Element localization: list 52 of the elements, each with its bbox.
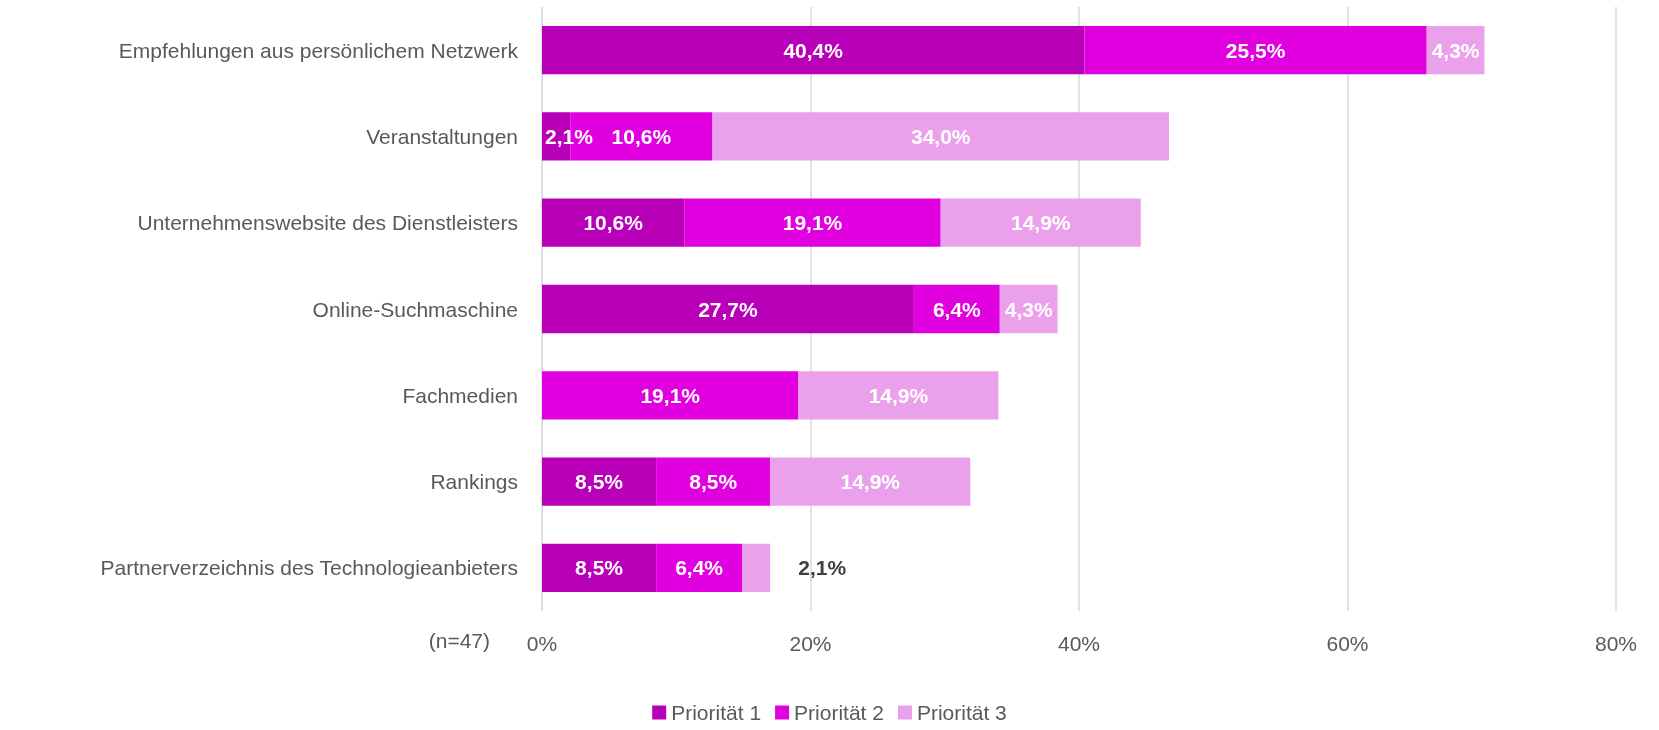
y-tick-label: Veranstaltungen [366, 124, 518, 148]
bar [770, 457, 971, 506]
data-label: 27,7% [698, 297, 759, 321]
bar [684, 198, 941, 247]
bar [798, 371, 999, 420]
data-label: 14,9% [1010, 211, 1071, 235]
x-tick-label: 80% [1594, 632, 1638, 655]
data-label: 2,1% [545, 124, 594, 148]
text: (n=47) [428, 629, 490, 652]
data-label: 34,0% [910, 124, 971, 148]
y-tick-label: Empfehlungen aus persönlichem Netzwerk [118, 38, 519, 62]
x-tick-label: 60% [1326, 632, 1369, 655]
data-label: 6,4% [675, 556, 724, 580]
data-label: 8,5% [575, 556, 624, 580]
data-label: 6,4% [932, 297, 982, 321]
bar [656, 543, 743, 593]
data-label: 25,5% [1225, 38, 1286, 62]
bar [656, 457, 771, 506]
x-tick-label: 40% [1057, 632, 1101, 655]
bar [542, 543, 657, 593]
data-label: 10,6% [583, 211, 644, 235]
data-label: 14,9% [868, 383, 929, 407]
bar [542, 284, 914, 334]
data-label: 40,4% [783, 38, 844, 62]
y-tick-label: Rankings [430, 470, 518, 494]
data-label: 8,5% [575, 470, 624, 494]
data-label: 19,1% [782, 211, 843, 235]
legend-label: Priorität 3 [916, 701, 1007, 724]
x-tick-label: 20% [789, 632, 832, 655]
bar [712, 112, 1169, 161]
bar [940, 198, 1141, 247]
legend-label: Priorität 2 [794, 701, 884, 724]
data-label: 14,9% [840, 470, 901, 494]
data-label: 2,1% [798, 556, 847, 580]
bar [1084, 25, 1427, 75]
data-label: 19,1% [640, 383, 701, 407]
bar [913, 284, 1000, 334]
bar [542, 198, 685, 247]
legend-label: Priorität 1 [671, 701, 762, 724]
y-tick-label: Online-Suchmaschine [312, 297, 518, 321]
data-label: 4,3% [1431, 38, 1480, 62]
bar [542, 25, 1085, 75]
bar [742, 543, 771, 593]
data-label: 8,5% [689, 470, 738, 494]
bar [542, 371, 799, 420]
bar [542, 457, 657, 506]
data-label: 10,6% [611, 124, 672, 148]
x-tick-label: 0% [526, 632, 558, 655]
y-tick-label: Unternehmenswebsite des Dienstleisters [137, 211, 518, 235]
y-tick-label: Partnerverzeichnis des Technologieanbieters [100, 556, 518, 580]
data-label: 4,3% [1004, 297, 1053, 321]
y-tick-label: Fachmedien [402, 383, 518, 407]
